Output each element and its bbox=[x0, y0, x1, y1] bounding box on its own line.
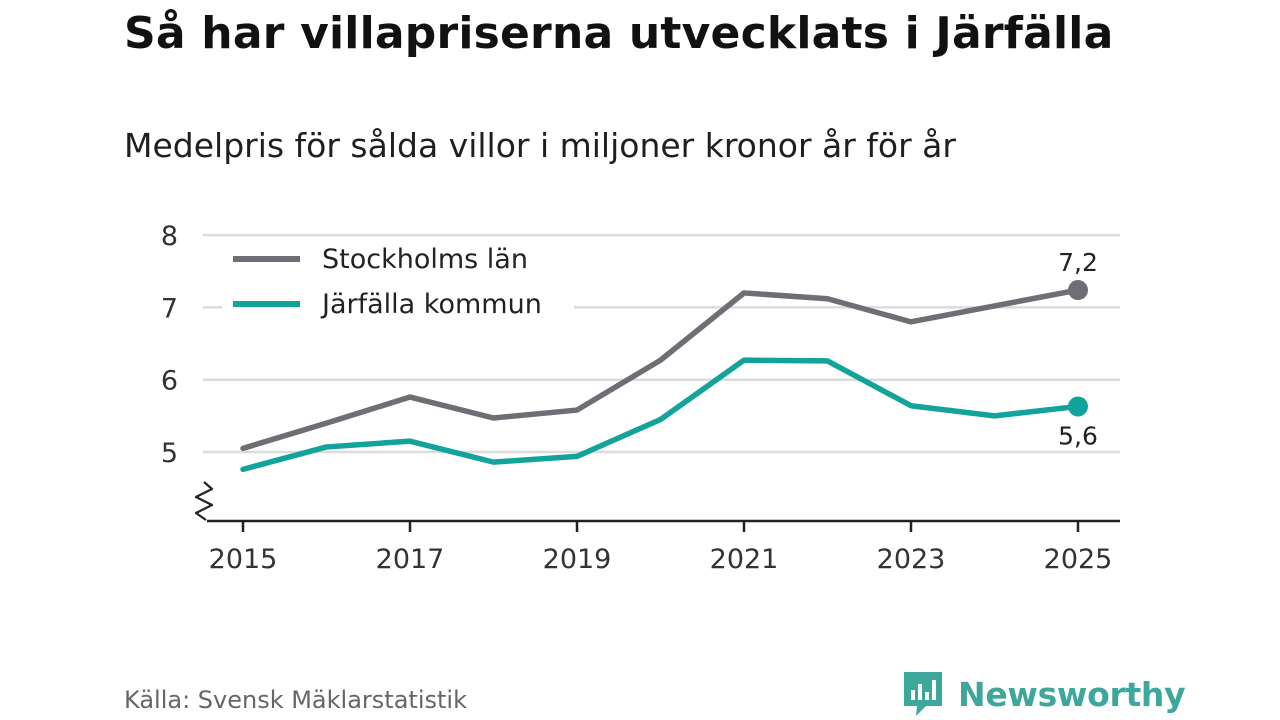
series-endpoint-1 bbox=[1068, 396, 1088, 417]
end-value-label-1: 5,6 bbox=[1058, 421, 1098, 450]
y-tick-label-5: 5 bbox=[161, 438, 178, 469]
chart-subtitle: Medelpris för sålda villor i miljoner kr… bbox=[124, 126, 956, 165]
series-lines bbox=[240, 280, 1088, 473]
series-line-1 bbox=[240, 357, 1081, 473]
newsworthy-logo-icon bbox=[904, 672, 942, 716]
y-tick-label-8: 8 bbox=[161, 221, 178, 252]
legend-background bbox=[222, 238, 574, 324]
x-tick-label-2017: 2017 bbox=[376, 544, 445, 575]
brand-name: Newsworthy bbox=[958, 674, 1186, 714]
y-tick-label-6: 6 bbox=[161, 366, 178, 397]
axes: 5 6 7 8 2015 2017 2019 2021 2023 2025 bbox=[161, 221, 1120, 575]
x-tick-label-2025: 2025 bbox=[1044, 544, 1113, 575]
end-value-label-0: 7,2 bbox=[1058, 248, 1098, 277]
data-labels: 7,2 5,6 bbox=[1058, 248, 1098, 450]
chart-title: Så har villapriserna utvecklats i Järfäl… bbox=[124, 8, 1114, 59]
x-tick-label-2015: 2015 bbox=[209, 544, 278, 575]
axis-break-icon bbox=[194, 481, 214, 521]
source-note: Källa: Svensk Mäklarstatistik bbox=[124, 686, 467, 714]
legend-label-0: Stockholms län bbox=[322, 244, 528, 275]
legend-label-1: Järfälla kommun bbox=[320, 289, 542, 320]
series-endpoint-0 bbox=[1068, 280, 1088, 301]
x-tick-label-2019: 2019 bbox=[543, 544, 612, 575]
x-tick-label-2021: 2021 bbox=[710, 544, 779, 575]
legend: Stockholms län Järfälla kommun bbox=[222, 238, 574, 324]
y-tick-label-7: 7 bbox=[161, 293, 178, 324]
brand-logo[interactable]: Newsworthy bbox=[902, 670, 1186, 718]
x-tick-label-2023: 2023 bbox=[877, 544, 946, 575]
gridlines bbox=[203, 233, 1120, 454]
series-line-0 bbox=[240, 287, 1081, 452]
